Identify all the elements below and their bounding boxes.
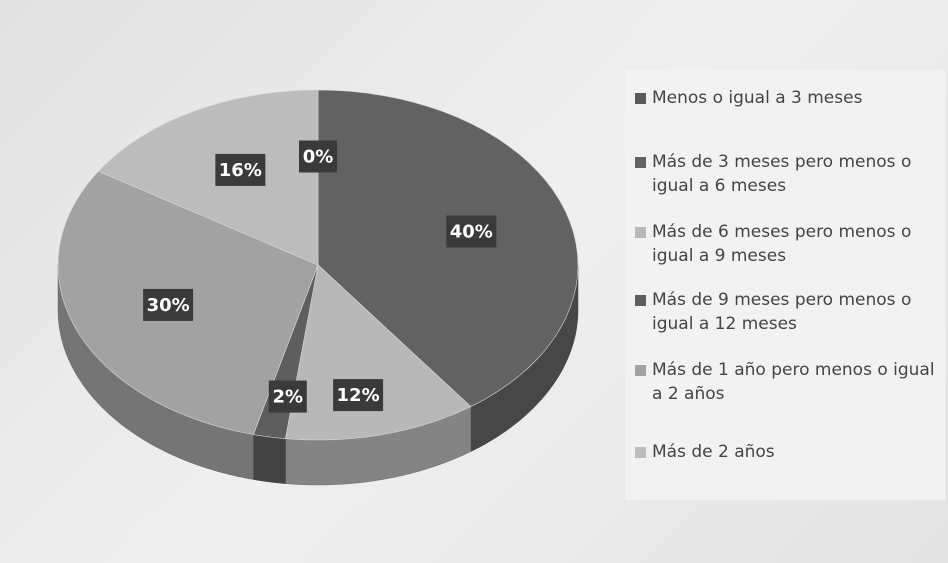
legend-item: Más de 3 meses pero menos o igual a 6 me… — [635, 150, 935, 198]
data-label: 40% — [450, 221, 493, 242]
slice — [317, 89, 579, 407]
data-label-box — [268, 380, 307, 413]
data-label-box — [446, 215, 497, 248]
legend-swatch — [635, 365, 646, 376]
data-label-box — [143, 288, 194, 321]
legend-item: Más de 1 año pero menos o igual a 2 años — [635, 358, 935, 406]
legend-swatch — [635, 295, 646, 306]
legend-item: Menos o igual a 3 meses — [635, 86, 935, 110]
data-label-box — [333, 379, 384, 412]
legend-swatch — [635, 447, 646, 458]
data-label-box — [299, 140, 337, 173]
slice — [285, 264, 472, 441]
legend-swatch — [635, 157, 646, 168]
legend-label: Más de 6 meses pero menos o igual a 9 me… — [652, 222, 912, 266]
legend-item: Más de 6 meses pero menos o igual a 9 me… — [635, 220, 935, 268]
data-label: 2% — [273, 387, 304, 408]
legend: Menos o igual a 3 meses Más de 3 meses pe… — [625, 70, 945, 500]
legend-label: Menos o igual a 3 meses — [652, 88, 863, 108]
legend-label: Más de 9 meses pero menos o igual a 12 m… — [652, 290, 912, 334]
data-label-box — [215, 153, 266, 186]
data-label: 12% — [337, 385, 380, 406]
legend-item: Más de 2 años — [635, 440, 935, 464]
legend-swatch — [635, 227, 646, 238]
legend-label: Más de 2 años — [652, 442, 775, 462]
slice-side — [253, 434, 286, 484]
legend-swatch — [635, 93, 646, 104]
legend-label: Más de 1 año pero menos o igual a 2 años — [652, 360, 935, 404]
data-label: 30% — [147, 295, 190, 316]
legend-item: Más de 9 meses pero menos o igual a 12 m… — [635, 288, 935, 336]
legend-label: Más de 3 meses pero menos o igual a 6 me… — [652, 152, 912, 196]
slice — [97, 89, 319, 266]
data-label: 16% — [219, 160, 262, 181]
data-label: 0% — [303, 147, 334, 168]
